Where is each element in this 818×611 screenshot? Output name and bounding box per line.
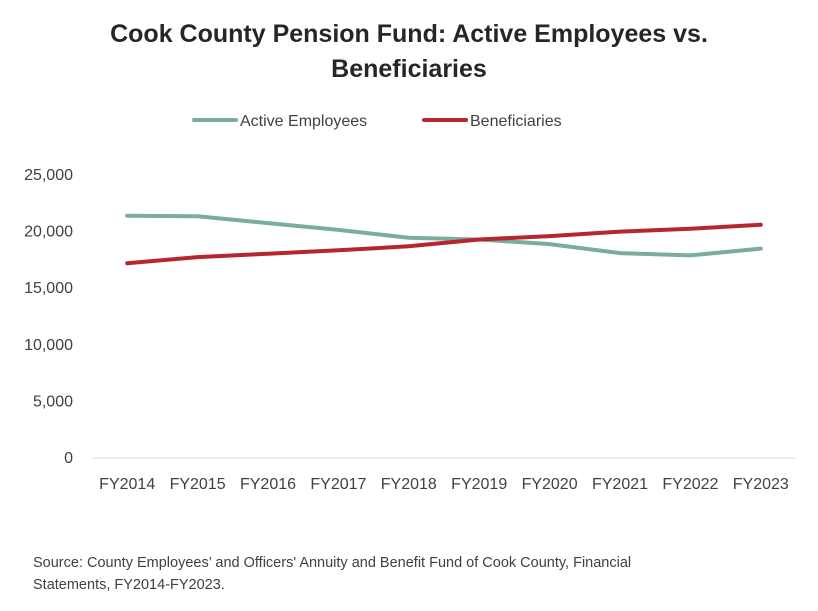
x-tick-label: FY2017 (310, 476, 366, 493)
x-tick-label: FY2015 (170, 476, 226, 493)
y-tick-label: 20,000 (24, 224, 73, 241)
y-tick-label: 25,000 (24, 167, 73, 184)
x-tick-label: FY2022 (662, 476, 718, 493)
source-note-line-1: Source: County Employees’ and Officers' … (33, 555, 631, 571)
x-tick-label: FY2021 (592, 476, 648, 493)
source-note-line-2: Statements, FY2014-FY2023. (33, 577, 225, 593)
x-axis-tick-labels: FY2014 FY2015 FY2016 FY2017 FY2018 FY2019 FY20… (99, 476, 789, 493)
y-tick-label: 0 (64, 450, 73, 467)
x-tick-label: FY2016 (240, 476, 296, 493)
series-line-active-employees (125, 213, 763, 258)
legend: Active Employees Beneficiaries (192, 113, 562, 130)
y-tick-label: 5,000 (33, 393, 73, 410)
x-tick-label: FY2014 (99, 476, 155, 493)
series-line-beneficiaries (125, 222, 763, 266)
y-tick-label: 15,000 (24, 280, 73, 297)
chart-title-line-1: Cook County Pension Fund: Active Employe… (110, 20, 708, 48)
chart-title-line-2: Beneficiaries (331, 55, 487, 83)
x-tick-label: FY2018 (381, 476, 437, 493)
legend-label-active-employees: Active Employees (240, 113, 367, 130)
y-axis-tick-labels: 25,000 20,000 15,000 10,000 5,000 0 (24, 167, 73, 467)
x-tick-label: FY2019 (451, 476, 507, 493)
y-tick-label: 10,000 (24, 337, 73, 354)
series-lines (125, 213, 763, 266)
legend-label-beneficiaries: Beneficiaries (470, 113, 562, 130)
x-tick-label: FY2020 (522, 476, 578, 493)
x-tick-label: FY2023 (733, 476, 789, 493)
